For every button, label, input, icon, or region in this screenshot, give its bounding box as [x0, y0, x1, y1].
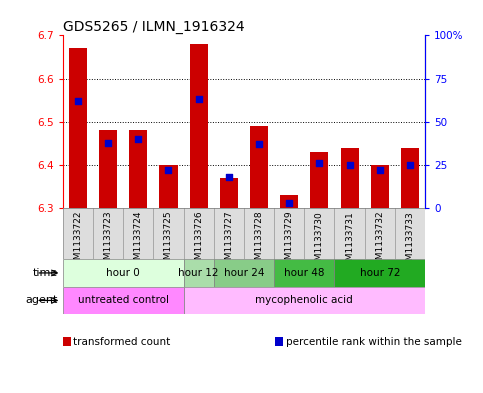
Bar — [63, 208, 425, 259]
Text: GDS5265 / ILMN_1916324: GDS5265 / ILMN_1916324 — [63, 20, 244, 34]
Bar — [250, 126, 268, 208]
Point — [406, 162, 414, 168]
Text: hour 0: hour 0 — [106, 268, 140, 278]
Text: GSM1133726: GSM1133726 — [194, 211, 203, 272]
Text: GSM1133723: GSM1133723 — [103, 211, 113, 272]
Bar — [189, 44, 208, 208]
Point — [165, 167, 172, 173]
Point — [376, 167, 384, 173]
Text: hour 72: hour 72 — [359, 268, 400, 278]
Bar — [63, 287, 184, 314]
Point — [255, 141, 263, 147]
Bar — [63, 259, 184, 287]
Bar — [274, 259, 334, 287]
Text: GSM1133730: GSM1133730 — [315, 211, 324, 272]
Text: mycophenolic acid: mycophenolic acid — [256, 296, 353, 305]
Bar — [99, 130, 117, 208]
Point — [346, 162, 354, 168]
Point — [225, 174, 233, 180]
Bar — [401, 148, 419, 208]
Bar — [311, 152, 328, 208]
Text: GSM1133729: GSM1133729 — [284, 211, 294, 272]
Point — [285, 200, 293, 206]
Text: GSM1133728: GSM1133728 — [255, 211, 264, 272]
Text: GSM1133731: GSM1133731 — [345, 211, 354, 272]
Text: transformed count: transformed count — [73, 337, 170, 347]
Text: hour 24: hour 24 — [224, 268, 264, 278]
Point — [104, 140, 112, 146]
Text: GSM1133727: GSM1133727 — [224, 211, 233, 272]
Bar — [184, 259, 213, 287]
Text: hour 48: hour 48 — [284, 268, 325, 278]
Bar — [69, 48, 87, 208]
Text: time: time — [33, 268, 58, 278]
Bar — [371, 165, 389, 208]
Text: untreated control: untreated control — [78, 296, 169, 305]
Text: GSM1133725: GSM1133725 — [164, 211, 173, 272]
Point — [134, 136, 142, 142]
Text: hour 12: hour 12 — [178, 268, 219, 278]
Point — [195, 96, 202, 103]
Bar — [334, 259, 425, 287]
Bar — [213, 259, 274, 287]
Bar — [159, 165, 178, 208]
Bar — [341, 148, 358, 208]
Text: agent: agent — [26, 296, 58, 305]
Bar — [280, 195, 298, 208]
Text: GSM1133732: GSM1133732 — [375, 211, 384, 272]
Bar — [220, 178, 238, 208]
Text: GSM1133733: GSM1133733 — [405, 211, 414, 272]
Bar — [184, 287, 425, 314]
Point — [74, 98, 82, 104]
Bar — [129, 130, 147, 208]
Text: GSM1133724: GSM1133724 — [134, 211, 143, 271]
Text: percentile rank within the sample: percentile rank within the sample — [286, 337, 462, 347]
Text: GSM1133722: GSM1133722 — [73, 211, 83, 271]
Point — [315, 160, 323, 167]
